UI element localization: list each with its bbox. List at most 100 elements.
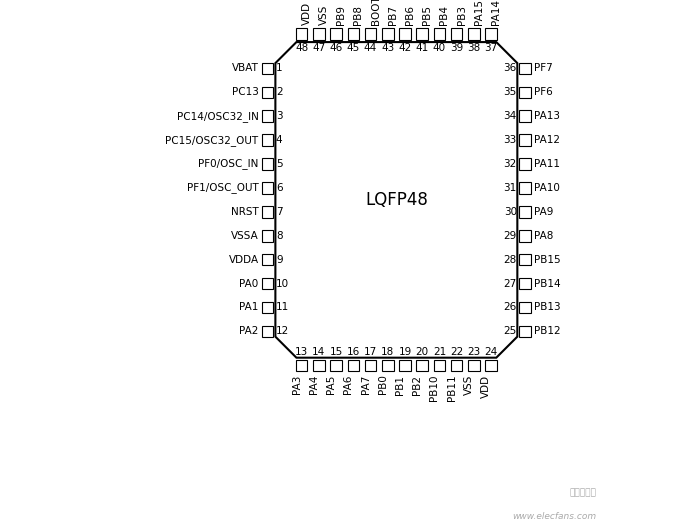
Text: VDD: VDD bbox=[481, 375, 491, 398]
Text: 28: 28 bbox=[504, 255, 517, 265]
Bar bbox=[451, 28, 462, 40]
Text: PB13: PB13 bbox=[534, 302, 561, 312]
Bar bbox=[330, 28, 342, 40]
Text: 25: 25 bbox=[504, 326, 517, 337]
Text: 7: 7 bbox=[276, 207, 282, 217]
Text: 21: 21 bbox=[433, 347, 446, 357]
Text: 8: 8 bbox=[276, 231, 282, 241]
Text: VSSA: VSSA bbox=[231, 231, 259, 241]
Bar bbox=[296, 28, 307, 40]
Bar bbox=[313, 28, 325, 40]
Text: PB2: PB2 bbox=[412, 375, 422, 394]
Text: 6: 6 bbox=[276, 183, 282, 193]
Bar bbox=[519, 278, 531, 289]
Bar bbox=[399, 360, 411, 371]
Text: PC14/OSC32_IN: PC14/OSC32_IN bbox=[177, 111, 259, 122]
Bar bbox=[399, 28, 411, 40]
Bar bbox=[519, 86, 531, 98]
Text: PF0/OSC_IN: PF0/OSC_IN bbox=[198, 158, 259, 169]
Text: PA7: PA7 bbox=[361, 375, 370, 394]
Text: 42: 42 bbox=[398, 43, 412, 53]
Text: PC15/OSC32_OUT: PC15/OSC32_OUT bbox=[165, 135, 259, 146]
Text: BOOT0: BOOT0 bbox=[370, 0, 380, 25]
Bar bbox=[382, 360, 393, 371]
Text: PB4: PB4 bbox=[439, 5, 450, 25]
Text: 39: 39 bbox=[450, 43, 463, 53]
Text: 35: 35 bbox=[504, 87, 517, 97]
Bar bbox=[365, 360, 376, 371]
Text: 13: 13 bbox=[295, 347, 308, 357]
Bar bbox=[519, 206, 531, 218]
Text: PB12: PB12 bbox=[534, 326, 561, 337]
Text: PF1/OSC_OUT: PF1/OSC_OUT bbox=[187, 183, 259, 194]
Text: PA12: PA12 bbox=[534, 135, 560, 145]
Bar bbox=[416, 28, 428, 40]
Text: 33: 33 bbox=[504, 135, 517, 145]
Text: PC13: PC13 bbox=[232, 87, 259, 97]
Text: 19: 19 bbox=[398, 347, 412, 357]
Text: 44: 44 bbox=[364, 43, 377, 53]
Text: PA15: PA15 bbox=[474, 0, 484, 25]
Bar bbox=[262, 326, 274, 337]
Text: 47: 47 bbox=[312, 43, 326, 53]
Text: 34: 34 bbox=[504, 111, 517, 121]
Text: 2: 2 bbox=[276, 87, 282, 97]
Text: PB11: PB11 bbox=[447, 375, 456, 401]
Bar bbox=[416, 360, 428, 371]
Bar bbox=[296, 360, 307, 371]
Text: 30: 30 bbox=[504, 207, 517, 217]
Text: 27: 27 bbox=[504, 279, 517, 289]
Bar bbox=[485, 360, 497, 371]
Text: 20: 20 bbox=[416, 347, 429, 357]
Text: PB7: PB7 bbox=[388, 5, 398, 25]
Bar bbox=[519, 63, 531, 74]
Text: PA8: PA8 bbox=[534, 231, 554, 241]
Text: 9: 9 bbox=[276, 255, 282, 265]
Bar bbox=[347, 360, 359, 371]
Text: 3: 3 bbox=[276, 111, 282, 121]
Bar bbox=[262, 110, 274, 122]
Bar bbox=[262, 63, 274, 74]
Text: PB8: PB8 bbox=[353, 5, 364, 25]
Text: VDD: VDD bbox=[302, 2, 311, 25]
Text: PB10: PB10 bbox=[429, 375, 439, 401]
Text: 41: 41 bbox=[416, 43, 429, 53]
Text: 46: 46 bbox=[330, 43, 343, 53]
Text: PF7: PF7 bbox=[534, 63, 553, 74]
Text: 18: 18 bbox=[381, 347, 395, 357]
Text: 12: 12 bbox=[276, 326, 289, 337]
Bar bbox=[382, 28, 393, 40]
Text: 10: 10 bbox=[276, 279, 289, 289]
Text: PA0: PA0 bbox=[239, 279, 259, 289]
Text: PB14: PB14 bbox=[534, 279, 561, 289]
Bar bbox=[262, 230, 274, 241]
Text: 14: 14 bbox=[312, 347, 326, 357]
Text: 16: 16 bbox=[347, 347, 360, 357]
Text: PB6: PB6 bbox=[405, 5, 415, 25]
Text: PA11: PA11 bbox=[534, 159, 560, 169]
Bar bbox=[519, 110, 531, 122]
Bar bbox=[262, 302, 274, 313]
Bar bbox=[519, 158, 531, 170]
Bar bbox=[519, 302, 531, 313]
Bar bbox=[468, 360, 479, 371]
Bar bbox=[262, 206, 274, 218]
Text: 1: 1 bbox=[276, 63, 282, 74]
Bar bbox=[519, 230, 531, 241]
Text: 36: 36 bbox=[504, 63, 517, 74]
Text: PA5: PA5 bbox=[326, 375, 336, 394]
Bar bbox=[313, 360, 325, 371]
Text: 29: 29 bbox=[504, 231, 517, 241]
Text: 45: 45 bbox=[347, 43, 360, 53]
Text: PB15: PB15 bbox=[534, 255, 561, 265]
Text: PA13: PA13 bbox=[534, 111, 560, 121]
Text: 26: 26 bbox=[504, 302, 517, 312]
Bar bbox=[365, 28, 376, 40]
Text: PF6: PF6 bbox=[534, 87, 553, 97]
Bar bbox=[262, 158, 274, 170]
Text: PA14: PA14 bbox=[491, 0, 501, 25]
Text: PA6: PA6 bbox=[343, 375, 353, 394]
Text: NRST: NRST bbox=[231, 207, 259, 217]
Text: PB5: PB5 bbox=[422, 5, 432, 25]
Text: PB0: PB0 bbox=[378, 375, 388, 394]
